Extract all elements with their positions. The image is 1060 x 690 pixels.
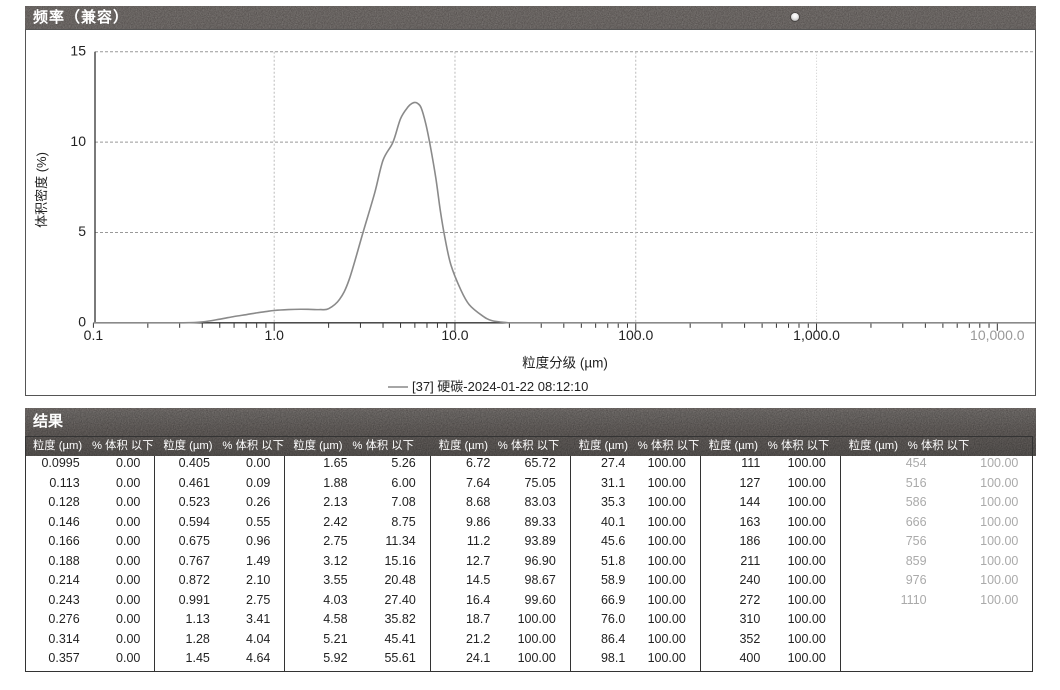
svg-text:5: 5 — [78, 223, 86, 239]
svg-text:100.0: 100.0 — [618, 327, 653, 343]
svg-text:粒度分级 (µm): 粒度分级 (µm) — [522, 356, 608, 371]
svg-text:体积密度 (%): 体积密度 (%) — [34, 152, 49, 228]
svg-text:[37] 硬碳-2024-01-22 08:12:10: [37] 硬碳-2024-01-22 08:12:10 — [412, 379, 588, 394]
svg-text:10.0: 10.0 — [441, 327, 468, 343]
svg-text:1.0: 1.0 — [264, 327, 284, 343]
svg-text:1,000.0: 1,000.0 — [793, 327, 840, 343]
svg-text:10: 10 — [70, 133, 86, 149]
svg-text:15: 15 — [70, 43, 86, 59]
svg-text:10,000.0: 10,000.0 — [970, 327, 1025, 343]
svg-text:0.1: 0.1 — [84, 327, 104, 343]
